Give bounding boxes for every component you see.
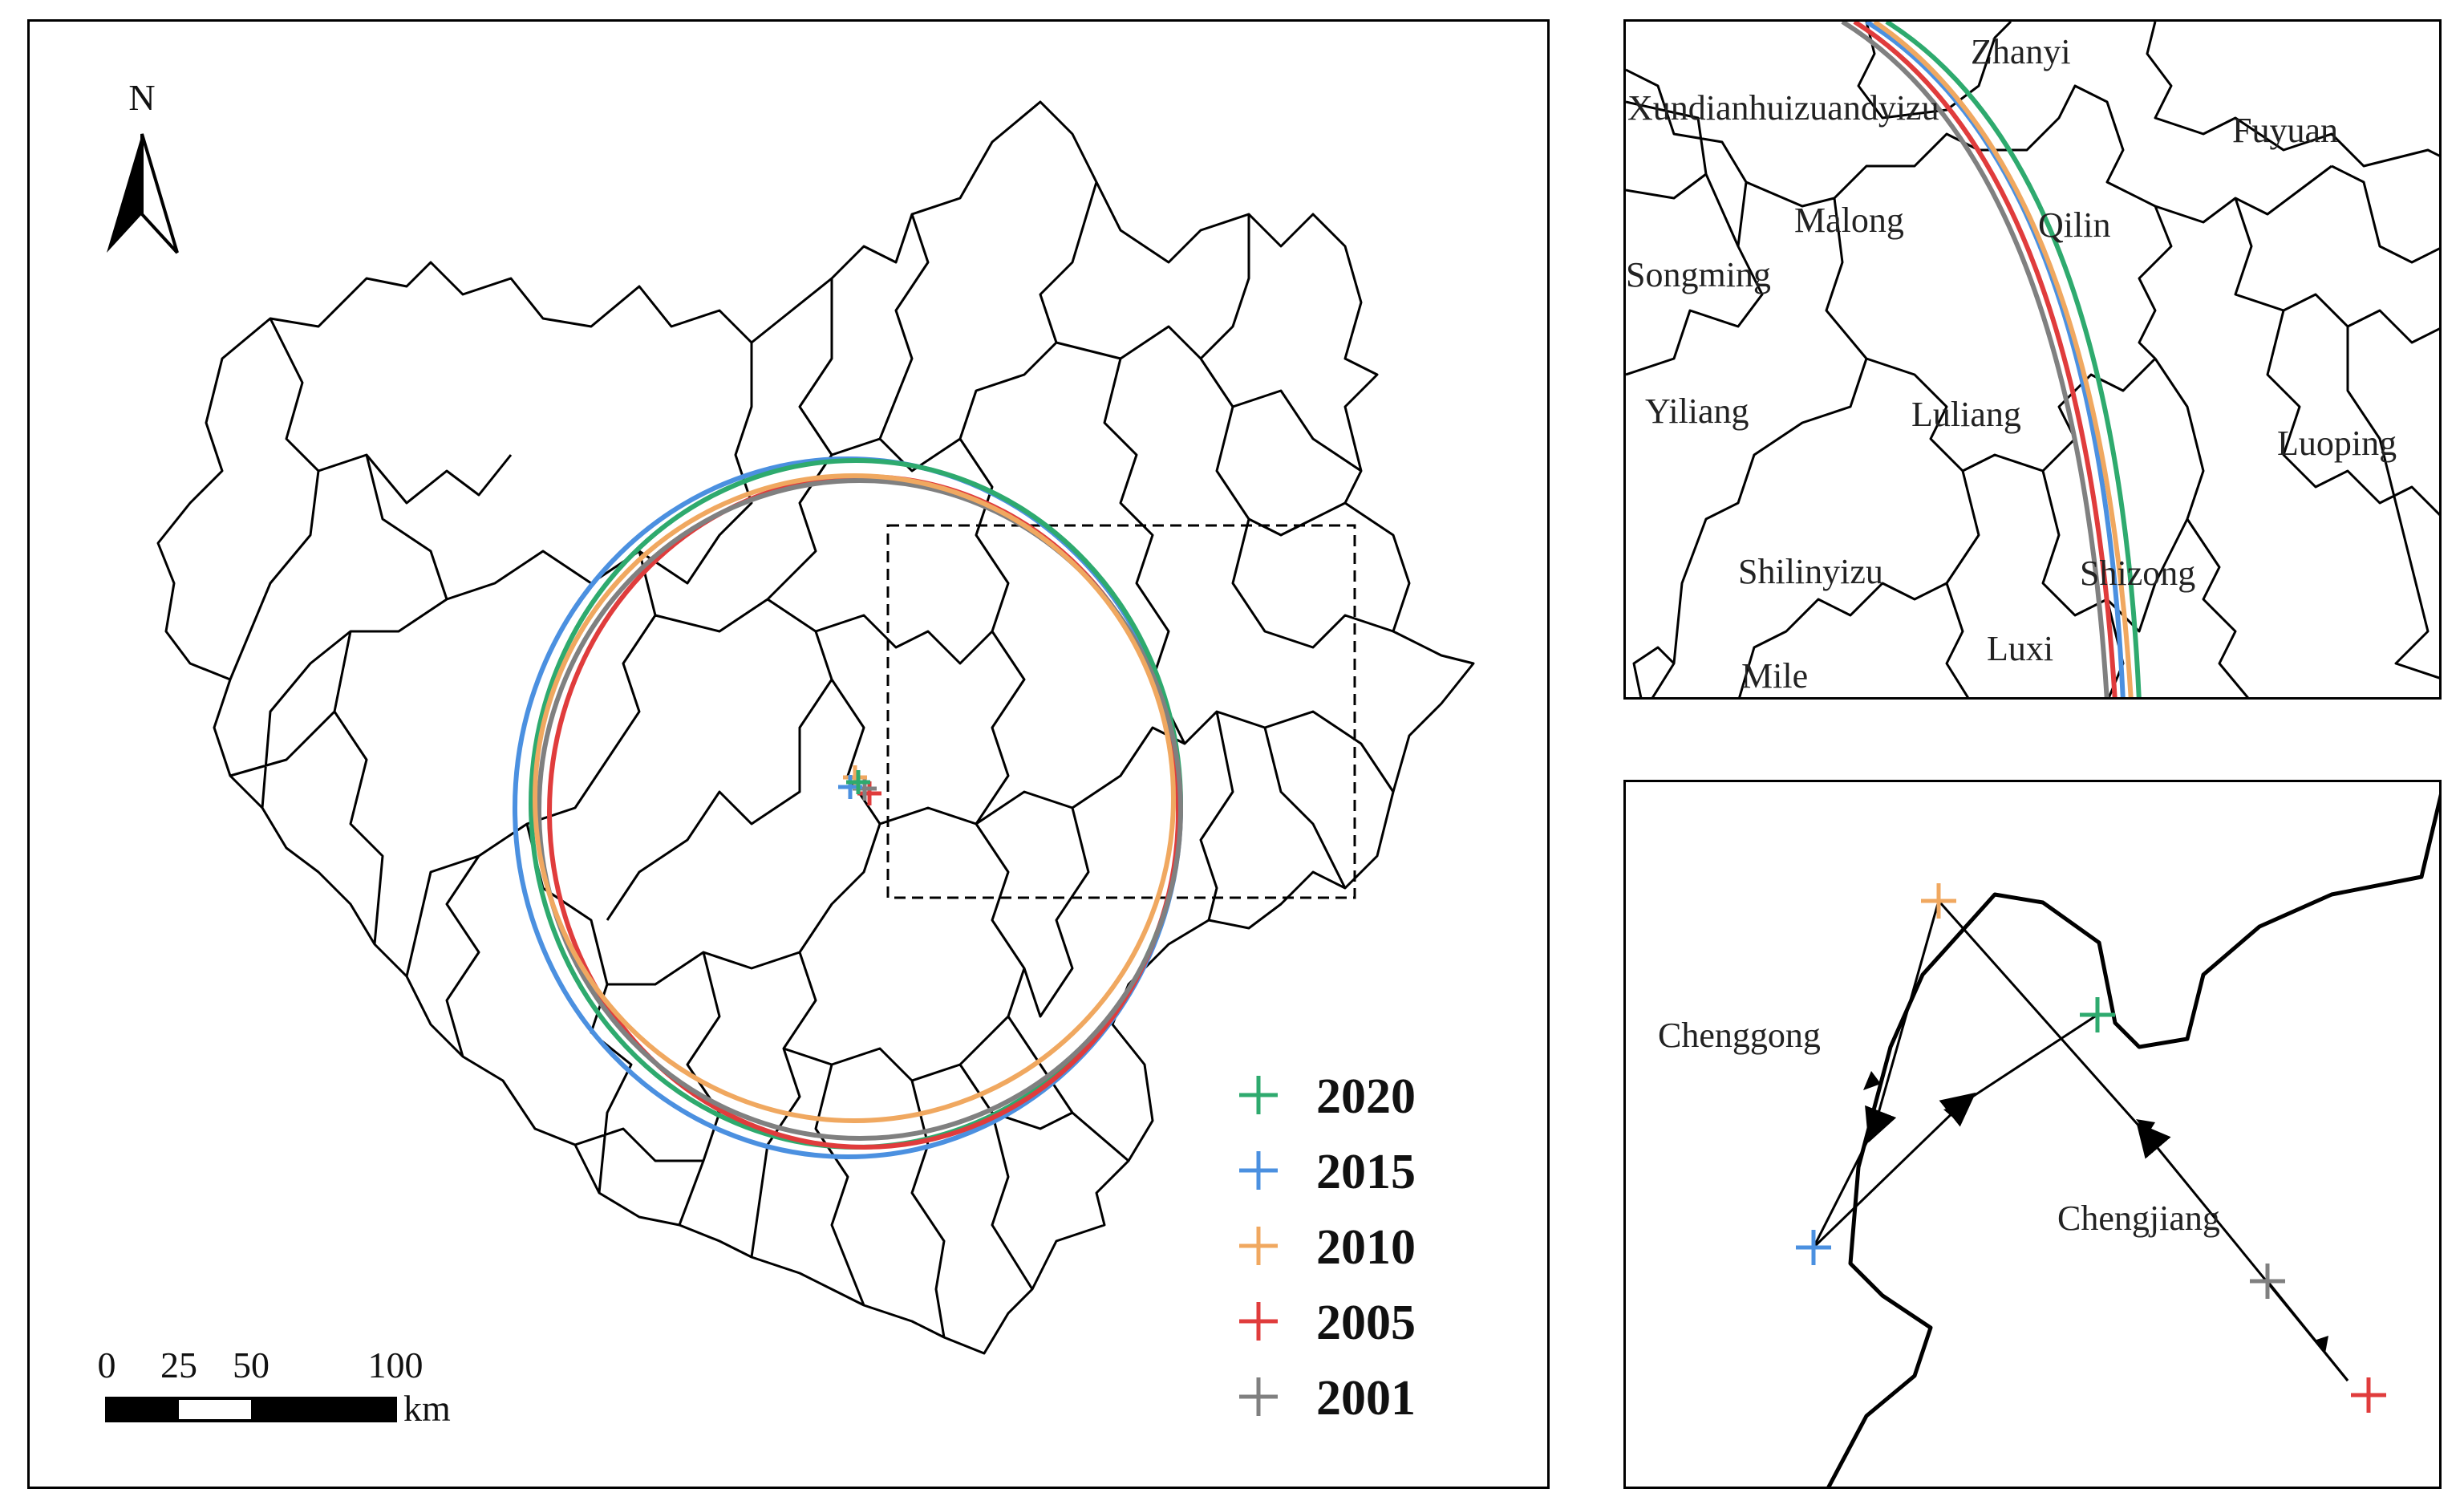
- plus-marker-icon: [2080, 997, 2115, 1032]
- legend-year-2015: 2015: [1316, 1145, 1416, 1199]
- plus-marker-icon: [857, 781, 881, 805]
- inset-region-labels: Zhanyi Xundianhuizuandyizu Fuyuan Malong…: [1626, 32, 2397, 696]
- arc-2001: [1841, 22, 2109, 697]
- scale-tick-0: 0: [98, 1345, 116, 1385]
- trajectory-arrows: [1863, 1071, 2328, 1353]
- label-luliang: Luliang: [1911, 395, 2021, 434]
- plus-marker-icon: [2250, 1264, 2285, 1299]
- label-chenggong: Chenggong: [1658, 1016, 1821, 1055]
- arc-2020: [1885, 22, 2142, 697]
- arc-2010: [1873, 22, 2134, 697]
- scale-tick-25: 25: [160, 1345, 197, 1385]
- legend-year-2005: 2005: [1316, 1296, 1416, 1350]
- arrow-4: [1943, 1105, 1961, 1119]
- plus-marker-icon: [1796, 1230, 1831, 1265]
- label-chengjiang: Chengjiang: [2057, 1199, 2220, 1238]
- scale-bar: 0 25 50 100 km: [98, 1345, 452, 1429]
- circle-2001: [537, 478, 1183, 1141]
- north-label: N: [128, 77, 155, 118]
- legend-year-2001: 2001: [1316, 1371, 1416, 1426]
- inset-trajectory-svg: Chenggong Chengjiang: [1658, 793, 2439, 1487]
- label-fuyuan: Fuyuan: [2232, 111, 2338, 150]
- district-boundary: [1826, 793, 2439, 1487]
- legend-item-2020: [1239, 1076, 1278, 1114]
- label-mile: Mile: [1741, 656, 1808, 696]
- inset-zoom-svg: Zhanyi Xundianhuizuandyizu Fuyuan Malong…: [1626, 22, 2439, 697]
- arrow-2: [2136, 1119, 2155, 1135]
- label-shilin: Shilinyizu: [1738, 552, 1883, 591]
- scale-tick-100: 100: [368, 1345, 424, 1385]
- legend-year-2020: 2020: [1316, 1069, 1416, 1124]
- segment-2015-2020: [1812, 1013, 2098, 1249]
- main-map-panel: N 0 25 50 100 km 2020 2015 2010 2005 200: [27, 19, 1550, 1489]
- scale-tick-50: 50: [233, 1345, 270, 1385]
- zoom-extent-rectangle: [886, 524, 1356, 899]
- label-luoping: Luoping: [2277, 424, 2397, 463]
- label-songming: Songming: [1626, 255, 1771, 294]
- label-luxi: Luxi: [1987, 629, 2053, 668]
- label-xundian: Xundianhuizuandyizu: [1627, 88, 1939, 128]
- legend: 2020 2015 2010 2005 2001: [1239, 1069, 1416, 1426]
- north-arrow-icon: N: [107, 77, 179, 254]
- plus-marker-icon: [1921, 883, 1956, 919]
- main-map-svg: N 0 25 50 100 km 2020 2015 2010 2005 200: [98, 77, 1475, 1429]
- legend-item-2015: [1239, 1151, 1278, 1190]
- trajectory-markers: [1796, 883, 2386, 1413]
- segment-2010-2015: [1812, 900, 1940, 1248]
- arrow-1: [2314, 1336, 2328, 1353]
- legend-item-2001: [1239, 1377, 1278, 1416]
- inset-trajectory-map: Chenggong Chengjiang: [1623, 780, 2442, 1489]
- label-malong: Malong: [1794, 201, 1904, 240]
- trajectory: [1812, 900, 2349, 1381]
- legend-year-2010: 2010: [1316, 1220, 1416, 1275]
- label-shizong: Shizong: [2080, 554, 2195, 593]
- plus-marker-icon: [2351, 1377, 2386, 1413]
- legend-item-2010: [1239, 1227, 1278, 1265]
- plus-marker-icon: [846, 770, 870, 794]
- circle-2010: [533, 473, 1176, 1123]
- arc-2005: [1853, 22, 2118, 697]
- mean-center-markers: [838, 765, 881, 805]
- study-area-outline: [156, 100, 1475, 1355]
- inset-circle-arcs: [1841, 22, 2142, 697]
- deviation-circles: [513, 456, 1183, 1159]
- arrow-3: [1863, 1071, 1881, 1090]
- legend-item-2005: [1239, 1302, 1278, 1341]
- segment-2005-2010: [1937, 900, 2349, 1381]
- label-zhanyi: Zhanyi: [1971, 32, 2071, 71]
- label-qilin: Qilin: [2038, 205, 2110, 245]
- inset-zoom-map: Zhanyi Xundianhuizuandyizu Fuyuan Malong…: [1623, 19, 2442, 700]
- county-boundaries: [229, 181, 1395, 1338]
- scale-unit: km: [403, 1388, 451, 1429]
- label-yiliang: Yiliang: [1645, 391, 1749, 431]
